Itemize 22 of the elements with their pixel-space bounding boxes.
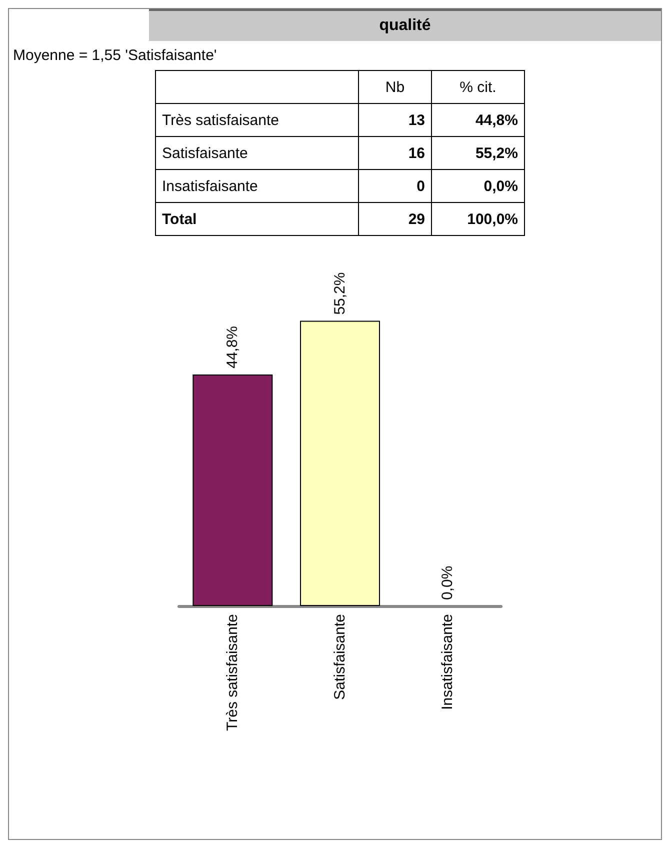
text: Très satisfaisante [156,104,358,136]
text: Insatisfaisante [156,170,358,202]
text: 55,2% [432,136,524,170]
x-tick-label: Insatisfaisante [438,614,456,710]
text: 100,0% [432,202,524,236]
text: 0 [358,170,432,202]
text: 16 [358,136,432,170]
data-label: 55,2% [332,272,348,315]
text: 29 [358,202,432,236]
chart-subtitle: Moyenne = 1,55 'Satisfaisante' [12,46,218,66]
data-label: 44,8% [224,326,242,369]
x-tick-label: Satisfaisante [332,614,348,700]
text: % cit. [432,70,524,104]
text: 0,0% [432,170,524,202]
text: 44,8% [432,104,524,136]
data-label: 0,0% [438,566,456,600]
text: Total [156,202,358,236]
text: 13 [358,104,432,136]
chart-title: qualité [149,9,661,41]
text: Nb [358,70,432,104]
text: Satisfaisante [156,136,358,170]
x-tick-label: Très satisfaisante [224,614,242,731]
